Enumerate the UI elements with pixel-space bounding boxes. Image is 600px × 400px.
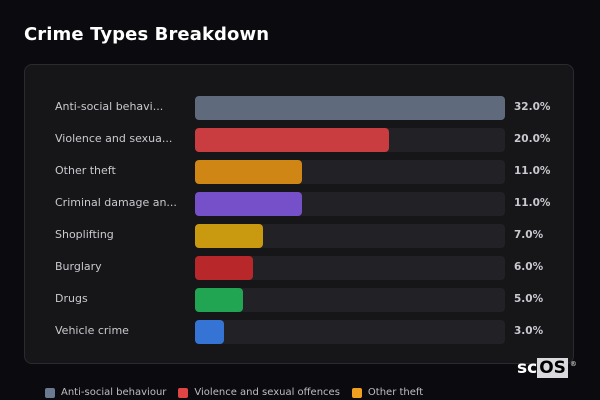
watermark-prefix: sc <box>517 358 538 378</box>
bar-value: 5.0% <box>514 293 544 305</box>
legend-label: Violence and sexual offences <box>194 387 340 398</box>
legend-label: Other theft <box>367 387 424 398</box>
bar-value: 20.0% <box>514 133 551 145</box>
bar-track <box>195 128 505 152</box>
bar-fill[interactable] <box>195 192 302 216</box>
bar-fill[interactable] <box>195 256 254 280</box>
legend-item[interactable]: Other theft <box>351 387 424 398</box>
bar-label: Criminal damage an... <box>55 196 177 209</box>
bar-row: Shoplifting 7.0% <box>25 224 573 248</box>
bar-value: 11.0% <box>514 197 551 209</box>
bar-value: 6.0% <box>514 261 544 273</box>
bar-track <box>195 96 505 120</box>
legend-item[interactable]: Violence and sexual offences <box>178 387 340 398</box>
bar-value: 3.0% <box>514 325 544 337</box>
bar-row: Violence and sexua... 20.0% <box>25 128 573 152</box>
bar-track <box>195 288 505 312</box>
bar-row: Drugs 5.0% <box>25 288 573 312</box>
bar-label: Anti-social behavi... <box>55 100 164 113</box>
watermark-logo: sc OS ® <box>517 358 577 378</box>
registered-mark: ® <box>569 360 577 368</box>
bar-label: Burglary <box>55 260 102 273</box>
bar-track <box>195 224 505 248</box>
bar-label: Shoplifting <box>55 228 114 241</box>
bar-label: Violence and sexua... <box>55 132 173 145</box>
legend-swatch <box>45 387 55 398</box>
legend-swatch <box>178 387 189 398</box>
chart-title: Crime Types Breakdown <box>24 24 270 45</box>
legend-label: Anti-social behaviour <box>61 387 167 398</box>
bar-label: Vehicle crime <box>55 324 129 337</box>
bar-fill[interactable] <box>195 320 225 344</box>
bar-track <box>195 320 505 344</box>
bar-fill[interactable] <box>195 128 389 152</box>
bar-row: Vehicle crime 3.0% <box>25 320 573 344</box>
legend-swatch <box>351 387 362 398</box>
bar-value: 32.0% <box>514 101 551 113</box>
bar-label: Other theft <box>55 164 116 177</box>
bar-track <box>195 192 505 216</box>
chart-legend: Anti-social behaviour Violence and sexual… <box>45 387 423 398</box>
bar-row: Criminal damage an... 11.0% <box>25 192 573 216</box>
bar-track <box>195 256 505 280</box>
bar-value: 7.0% <box>514 229 544 241</box>
bar-fill[interactable] <box>195 160 302 184</box>
watermark-suffix: OS <box>537 358 568 378</box>
chart-card: Anti-social behavi... 32.0% Violence and s… <box>24 64 574 364</box>
bar-row: Other theft 11.0% <box>25 160 573 184</box>
bar-fill[interactable] <box>195 288 244 312</box>
bar-fill[interactable] <box>195 224 263 248</box>
bar-label: Drugs <box>55 292 88 305</box>
bar-track <box>195 160 505 184</box>
bar-row: Burglary 6.0% <box>25 256 573 280</box>
bar-value: 11.0% <box>514 165 551 177</box>
legend-item[interactable]: Anti-social behaviour <box>45 387 166 398</box>
bar-row: Anti-social behavi... 32.0% <box>25 96 573 120</box>
bar-fill[interactable] <box>195 96 505 120</box>
